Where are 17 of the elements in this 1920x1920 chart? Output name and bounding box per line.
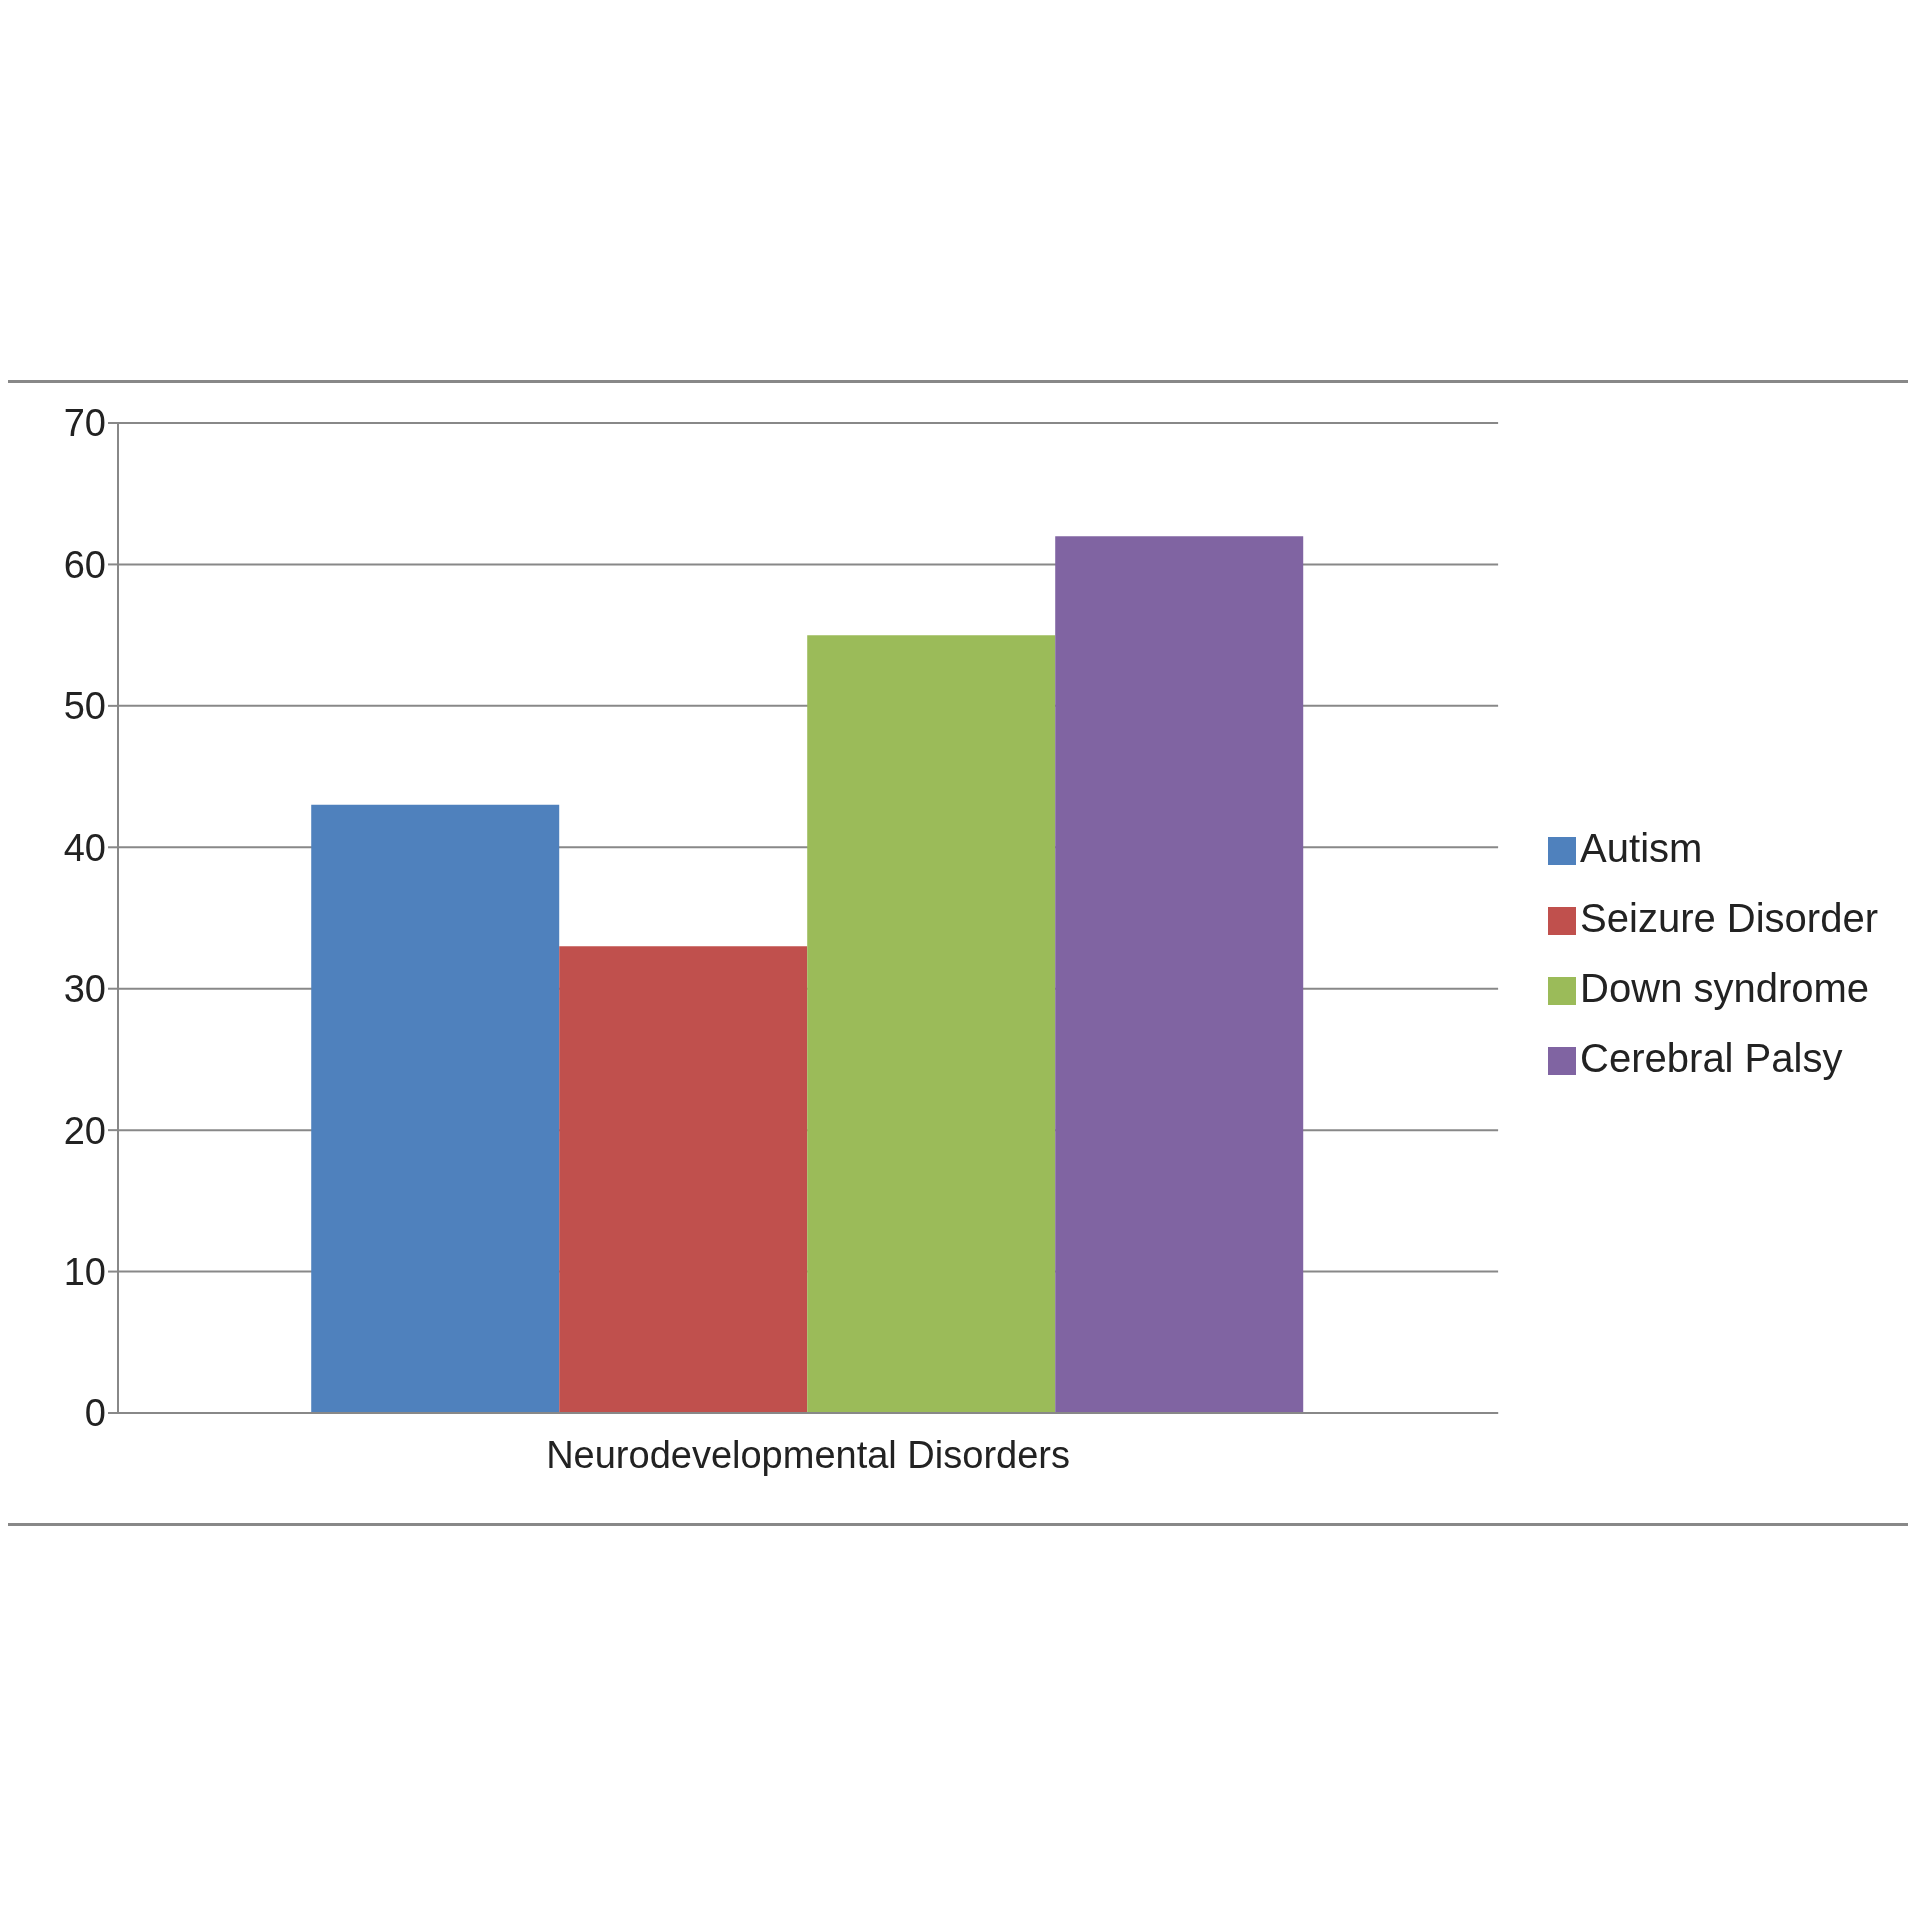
x-tick-label: Neurodevelopmental Disorders [546,1433,1070,1476]
bar [1055,536,1304,1413]
legend-label: Down syndrome [1580,966,1870,1010]
y-tick-label: 60 [63,543,106,586]
legend-label: Seizure Disorder [1580,896,1878,940]
legend-label: Cerebral Palsy [1580,1036,1843,1080]
y-tick-label: 0 [84,1392,106,1435]
y-tick-label: 20 [63,1109,106,1152]
y-tick-label: 40 [63,826,106,869]
bar [311,804,560,1413]
y-tick-label: 70 [63,402,106,445]
bar [807,635,1056,1413]
y-tick-label: 50 [63,685,106,728]
y-tick-label: 30 [63,968,106,1011]
legend-label: Autism [1580,826,1703,870]
y-tick-label: 10 [63,1251,106,1294]
bar [559,946,808,1413]
